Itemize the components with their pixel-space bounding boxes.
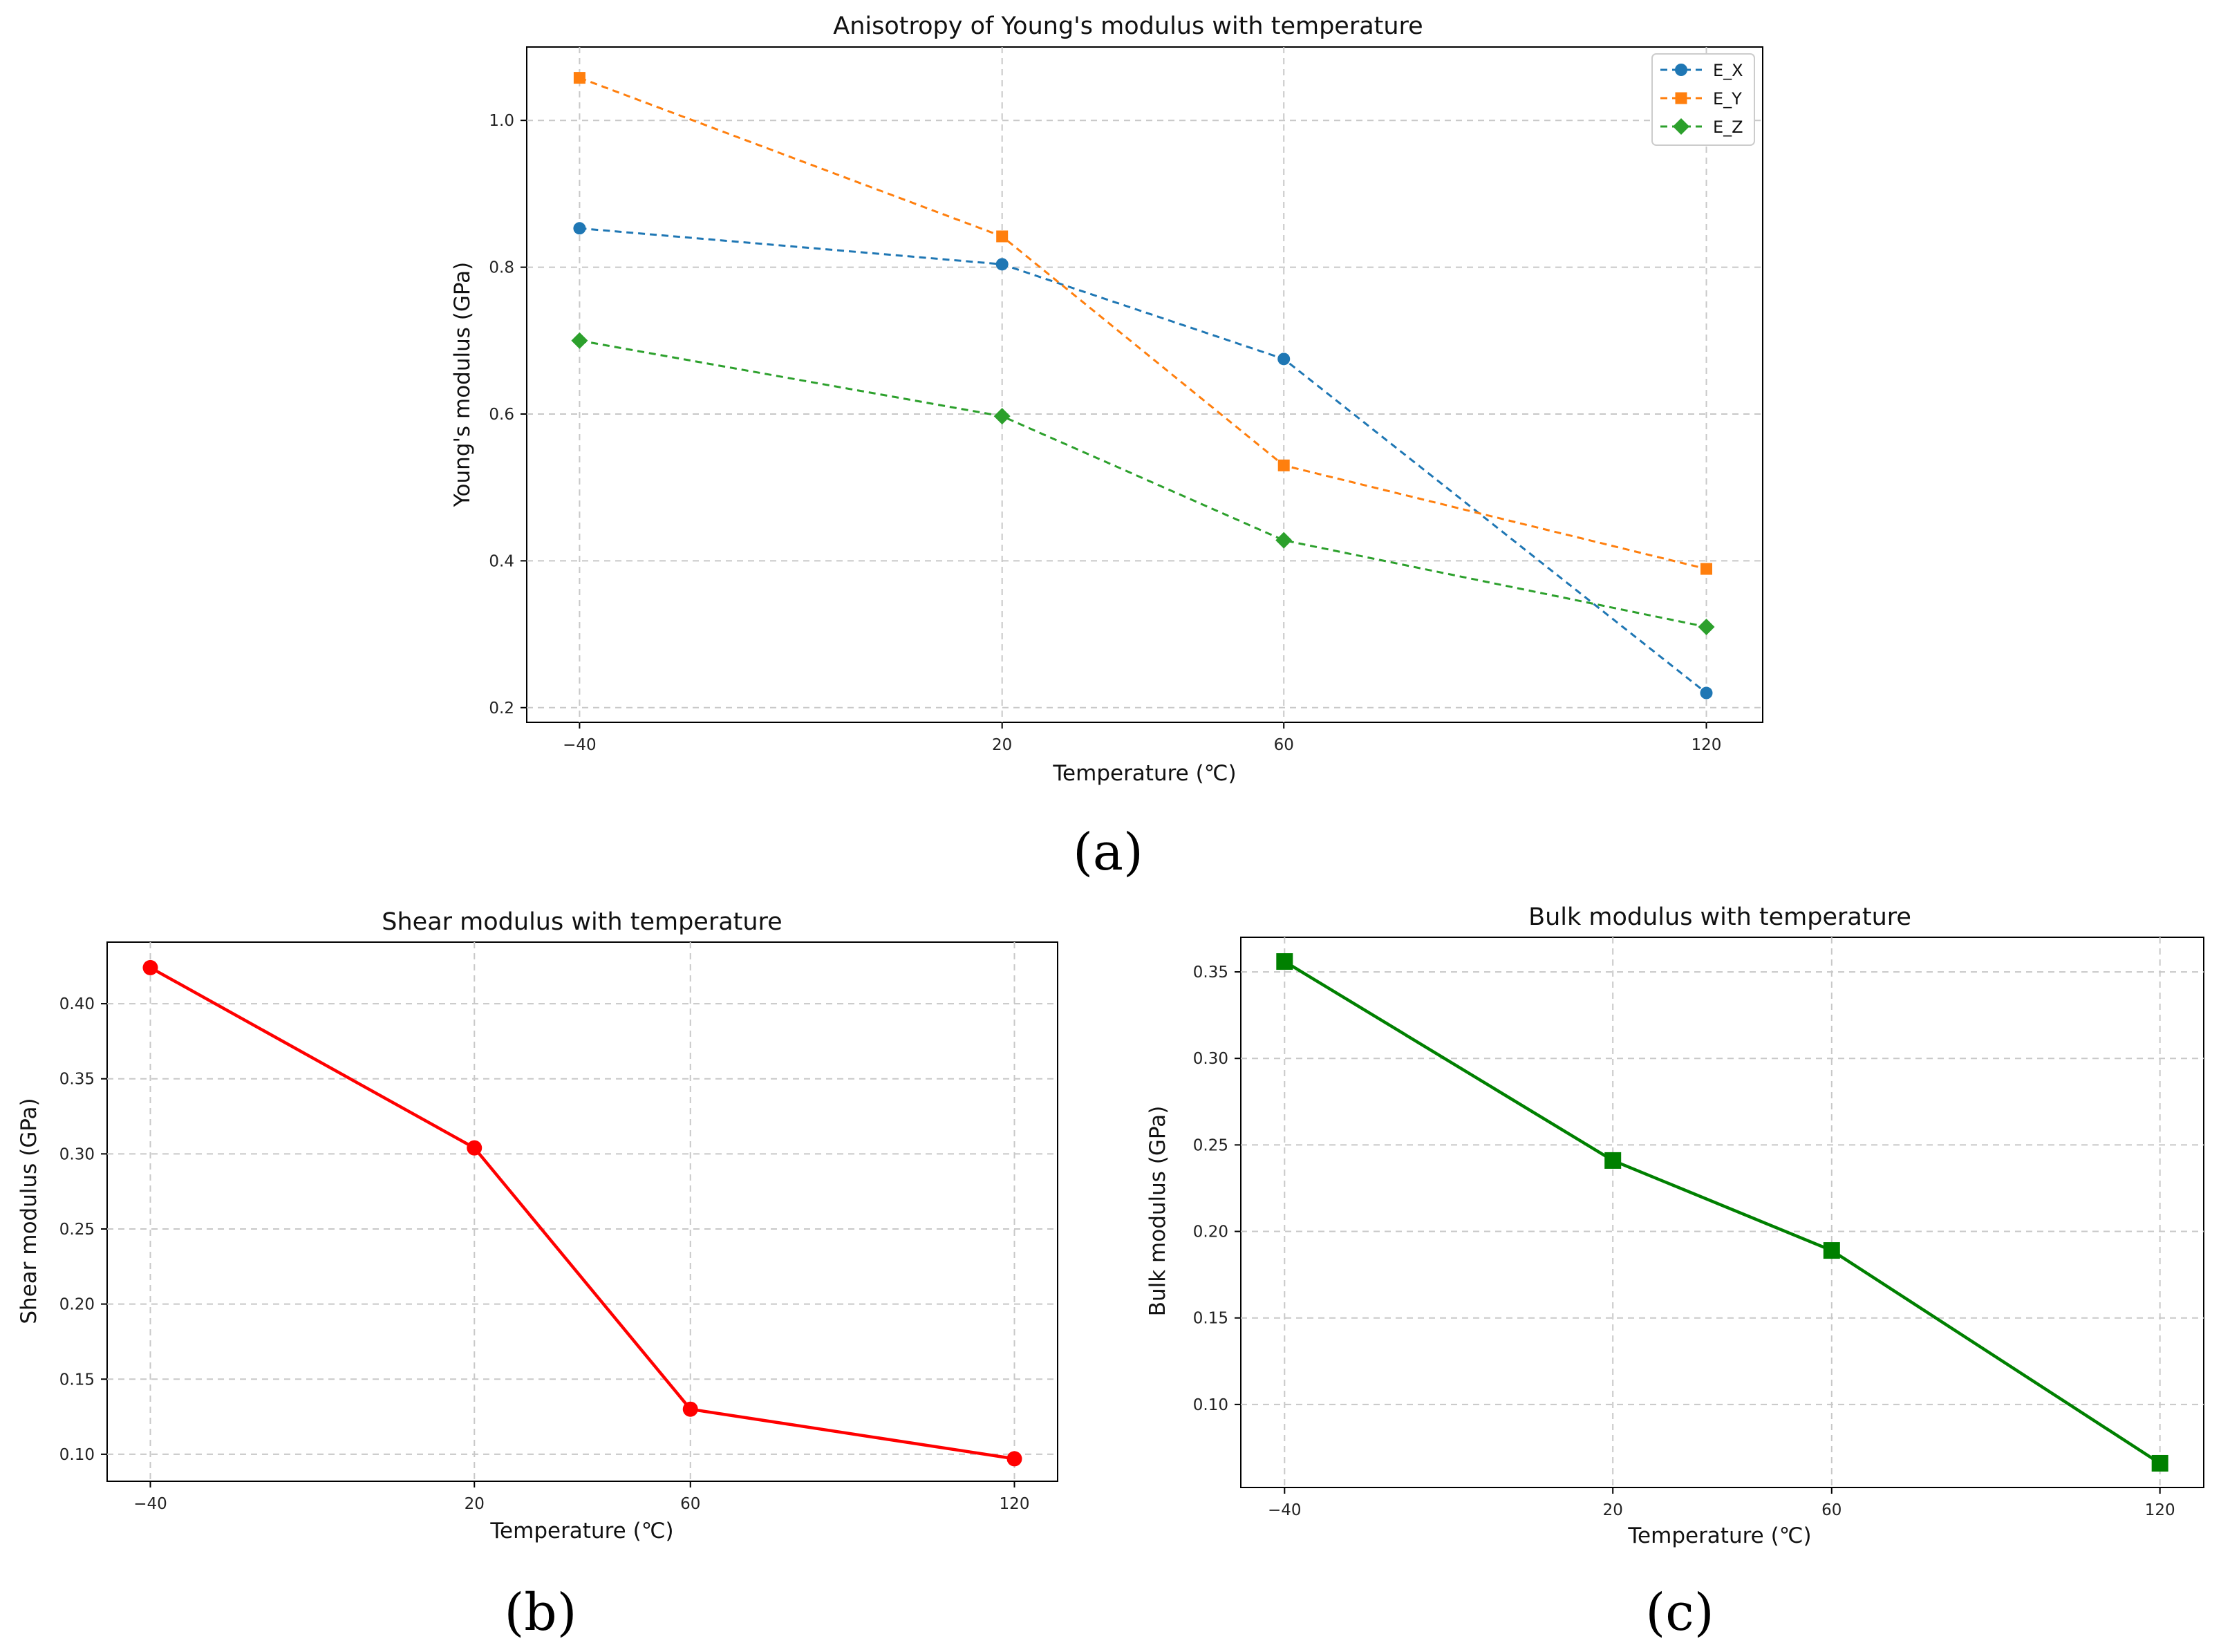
x-ticks-a: −40 20 60 120 — [563, 722, 1721, 754]
data-point — [1700, 686, 1713, 700]
x-tick-label: 20 — [992, 736, 1012, 754]
y-tick-label: 0.20 — [1193, 1223, 1228, 1241]
series-group-a — [571, 72, 1715, 700]
data-point — [682, 1401, 698, 1417]
y-tick-label: 0.30 — [1193, 1050, 1228, 1068]
y-tick-label: 0.25 — [59, 1221, 95, 1239]
x-tick-label: 60 — [1274, 736, 1294, 754]
chart-title-b: Shear modulus with temperature — [382, 908, 782, 936]
x-tick-label: −40 — [133, 1495, 167, 1513]
data-point — [995, 258, 1009, 271]
y-tick-label: 0.30 — [59, 1145, 95, 1163]
data-point — [1006, 1451, 1022, 1467]
panel-b-shear-modulus-chart: Shear modulus with temperature −40 20 60 12… — [17, 908, 1058, 1642]
y-tick-label: 0.2 — [489, 700, 514, 717]
series-line-bulk-modulus — [1284, 960, 2161, 1465]
y-ticks-a: 0.2 0.4 0.6 0.8 1.0 — [489, 112, 527, 717]
y-tick-label: 0.4 — [489, 552, 514, 570]
legend-label: E_Z — [1713, 118, 1743, 137]
y-tick-label: 1.0 — [489, 112, 514, 130]
data-point — [573, 222, 586, 235]
data-point — [1277, 353, 1291, 366]
y-tick-label: 0.35 — [1193, 964, 1228, 982]
x-tick-label: 120 — [2145, 1501, 2175, 1519]
panel-a-youngs-modulus-chart: Anisotropy of Young's modulus with tempe… — [450, 12, 1763, 882]
x-axis-label-c: Temperature (℃) — [1627, 1523, 1811, 1548]
series-group-c — [1276, 953, 2168, 1472]
series-group-b — [142, 959, 1022, 1467]
legend-marker — [1673, 118, 1689, 135]
y-ticks-b: 0.10 0.15 0.20 0.25 0.30 0.35 0.40 — [59, 995, 107, 1464]
y-tick-label: 0.15 — [59, 1371, 95, 1389]
x-tick-label: −40 — [563, 736, 597, 754]
y-axis-label-c: Bulk modulus (GPa) — [1145, 1106, 1170, 1317]
data-point — [1604, 1152, 1622, 1169]
legend-label: E_Y — [1713, 89, 1742, 109]
series-line-e_z — [579, 339, 1707, 628]
x-tick-label: −40 — [1268, 1501, 1302, 1519]
legend-label: E_X — [1713, 61, 1743, 80]
y-tick-label: 0.25 — [1193, 1136, 1228, 1154]
data-point — [1823, 1242, 1840, 1259]
panel-c-bulk-modulus-chart: Bulk modulus with temperature −40 20 60 120… — [1145, 903, 2204, 1642]
data-point — [2151, 1454, 2168, 1472]
data-point — [993, 408, 1011, 425]
legend-marker — [1675, 92, 1687, 104]
data-point — [996, 230, 1009, 243]
y-tick-label: 0.35 — [59, 1071, 95, 1089]
series-line-e_x — [579, 227, 1707, 694]
x-tick-label: 60 — [1821, 1501, 1842, 1519]
data-point — [142, 959, 158, 975]
series-line-e_y — [579, 77, 1707, 570]
y-tick-label: 0.10 — [59, 1446, 95, 1464]
grid-c — [1241, 937, 2204, 1487]
chart-title-a: Anisotropy of Young's modulus with tempe… — [833, 12, 1423, 40]
panel-label-a: (a) — [1073, 823, 1143, 882]
y-tick-label: 0.8 — [489, 259, 514, 277]
plot-frame-a — [526, 46, 1763, 723]
x-axis-label-a: Temperature (℃) — [1052, 761, 1236, 786]
data-point — [571, 332, 588, 349]
grid-a — [527, 47, 1763, 722]
data-point — [573, 72, 585, 84]
x-axis-label-b: Temperature (℃) — [489, 1519, 673, 1543]
y-axis-label-b: Shear modulus (GPa) — [17, 1098, 41, 1324]
panel-label-b: (b) — [504, 1583, 577, 1642]
data-point — [1700, 563, 1712, 575]
plot-frame-b — [106, 941, 1058, 1482]
y-axis-label-a: Young's modulus (GPa) — [450, 262, 475, 508]
data-point — [1698, 618, 1715, 635]
x-ticks-b: −40 20 60 120 — [133, 1481, 1029, 1513]
legend-a: E_X E_Y E_Z — [1651, 53, 1755, 146]
y-tick-label: 0.20 — [59, 1296, 95, 1314]
legend-marker — [1675, 64, 1687, 76]
plot-frame-c — [1240, 937, 2204, 1488]
grid-b — [107, 942, 1058, 1481]
x-tick-label: 20 — [465, 1495, 485, 1513]
data-point — [1275, 532, 1293, 549]
x-ticks-c: −40 20 60 120 — [1268, 1487, 2175, 1519]
y-tick-label: 0.6 — [489, 406, 514, 424]
data-point — [467, 1140, 482, 1156]
series-line-shear-modulus — [149, 966, 1015, 1461]
data-point — [1277, 459, 1290, 471]
data-point — [1276, 953, 1293, 970]
x-tick-label: 120 — [1691, 736, 1722, 754]
chart-title-c: Bulk modulus with temperature — [1528, 903, 1911, 931]
y-tick-label: 0.40 — [59, 995, 95, 1013]
y-tick-label: 0.10 — [1193, 1396, 1228, 1414]
x-tick-label: 20 — [1603, 1501, 1623, 1519]
y-tick-label: 0.15 — [1193, 1310, 1228, 1328]
x-tick-label: 120 — [1000, 1495, 1030, 1513]
panel-label-c: (c) — [1645, 1583, 1714, 1642]
x-tick-label: 60 — [680, 1495, 700, 1513]
y-ticks-c: 0.10 0.15 0.20 0.25 0.30 0.35 — [1193, 964, 1241, 1414]
